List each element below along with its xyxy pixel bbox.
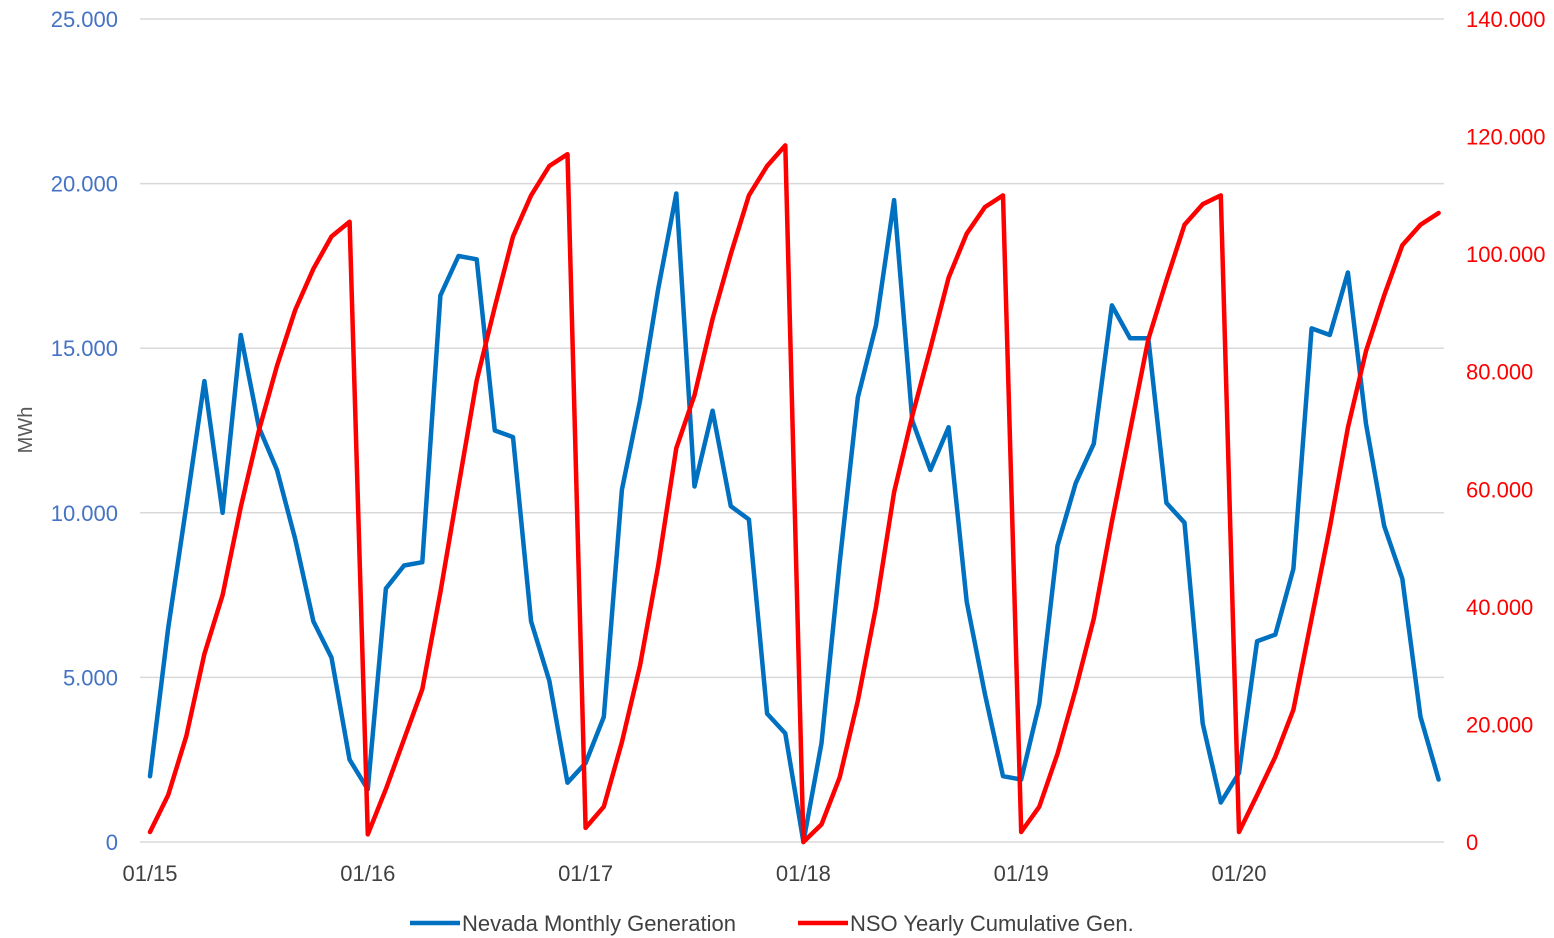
left-tick-label: 0 xyxy=(106,830,118,855)
right-tick-label: 100.000 xyxy=(1466,242,1546,267)
x-tick-label: 01/15 xyxy=(122,861,177,886)
legend-label: NSO Yearly Cumulative Gen. xyxy=(850,911,1134,936)
right-tick-label: 60.000 xyxy=(1466,477,1533,502)
left-tick-label: 25.000 xyxy=(51,7,118,32)
right-tick-label: 0 xyxy=(1466,830,1478,855)
series-layer xyxy=(147,143,1441,845)
right-tick-label: 140.000 xyxy=(1466,7,1546,32)
right-tick-label: 40.000 xyxy=(1466,595,1533,620)
left-tick-label: 15.000 xyxy=(51,336,118,361)
legend: Nevada Monthly Generation NSO Yearly Cumu… xyxy=(410,911,1134,936)
series-line-nso-yearly-cumulative-gen xyxy=(147,143,1441,845)
legend-label: Nevada Monthly Generation xyxy=(462,911,736,936)
x-axis: 01/15 01/16 01/17 01/18 01/19 01/20 xyxy=(122,861,1266,886)
left-axis: 0 5.000 10.000 15.000 20.000 25.000 xyxy=(51,7,118,855)
legend-item: Nevada Monthly Generation xyxy=(410,911,736,936)
right-tick-label: 120.000 xyxy=(1466,125,1546,150)
right-tick-label: 80.000 xyxy=(1466,360,1533,385)
x-tick-label: 01/20 xyxy=(1211,861,1266,886)
right-tick-label: 20.000 xyxy=(1466,712,1533,737)
left-tick-label: 20.000 xyxy=(51,172,118,197)
x-tick-label: 01/16 xyxy=(340,861,395,886)
right-axis: 0 20.000 40.000 60.000 80.000 100.000 120.000 1… xyxy=(1466,7,1546,855)
left-tick-label: 10.000 xyxy=(51,501,118,526)
x-tick-label: 01/18 xyxy=(776,861,831,886)
y-axis-title: MWh xyxy=(15,407,37,454)
x-tick-label: 01/17 xyxy=(558,861,613,886)
left-tick-label: 5.000 xyxy=(63,665,118,690)
x-tick-label: 01/19 xyxy=(994,861,1049,886)
legend-item: NSO Yearly Cumulative Gen. xyxy=(798,911,1134,936)
